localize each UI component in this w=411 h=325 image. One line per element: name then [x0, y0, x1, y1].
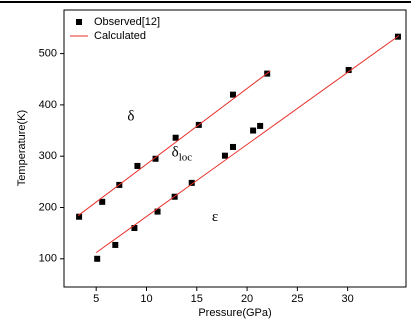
x-tick-label: 20 — [241, 293, 253, 305]
x-tick-label: 10 — [140, 293, 152, 305]
data-point — [229, 143, 236, 150]
data-point — [250, 127, 257, 134]
plot-frame — [63, 9, 407, 288]
legend-label: Calculated — [94, 30, 146, 42]
y-tick-label: 200 — [39, 201, 57, 213]
data-point — [131, 225, 138, 232]
y-tick-label: 100 — [39, 253, 57, 265]
annotation-text: ε — [212, 209, 218, 225]
data-point — [154, 208, 161, 215]
legend-swatch — [76, 19, 82, 25]
annotation: ε — [212, 209, 218, 225]
y-tick-label: 500 — [39, 48, 57, 60]
annotation-text: δ — [127, 109, 134, 125]
data-point — [345, 67, 352, 74]
data-point — [172, 134, 179, 141]
y-tick-label: 400 — [39, 99, 57, 111]
fit-line — [77, 35, 400, 254]
x-axis-label: Pressure(GPa) — [198, 307, 271, 319]
data-point — [112, 241, 119, 248]
annotation: δ — [127, 109, 134, 125]
x-tick-label: 15 — [191, 293, 203, 305]
data-point — [134, 162, 141, 169]
y-axis-label: Temperature(K) — [16, 110, 28, 186]
data-point — [99, 198, 106, 205]
data-point — [76, 213, 83, 220]
data-point — [152, 155, 159, 162]
data-point — [257, 122, 264, 129]
annotation-subscript: loc — [179, 151, 193, 163]
x-tick-label: 25 — [291, 293, 303, 305]
data-point — [188, 179, 195, 186]
legend-label: Observed[12] — [94, 16, 160, 28]
y-tick-label: 300 — [39, 150, 57, 162]
x-tick-label: 30 — [342, 293, 354, 305]
data-point — [94, 255, 101, 262]
annotation-text: δ — [172, 145, 179, 161]
data-point — [229, 91, 236, 98]
x-tick-label: 5 — [93, 293, 99, 305]
annotation: δloc — [172, 145, 193, 163]
data-point — [221, 152, 228, 159]
